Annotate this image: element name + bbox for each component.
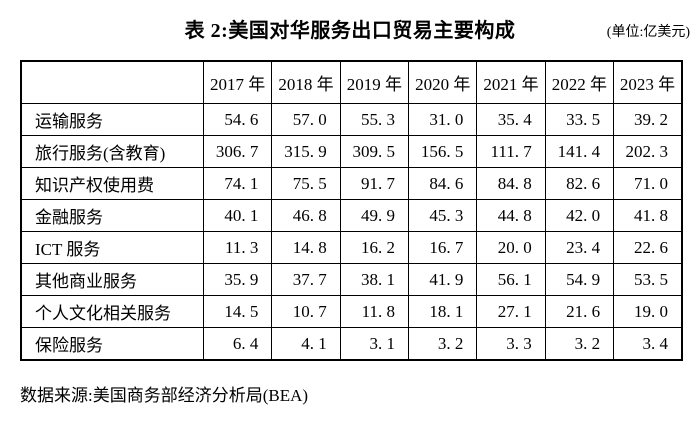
row-label: 旅行服务(含教育) <box>20 135 204 168</box>
value-cell: 16. 2 <box>339 231 410 264</box>
value-cell: 49. 9 <box>339 199 410 232</box>
value-cell: 84. 8 <box>476 167 546 200</box>
table-row: 运输服务 54. 6 57. 0 55. 3 31. 0 35. 4 33. 5 39. 2 <box>20 103 683 136</box>
value-cell: 91. 7 <box>339 167 410 200</box>
value-cell: 44. 8 <box>476 199 546 232</box>
value-cell: 22. 6 <box>613 231 683 264</box>
row-label: 知识产权使用费 <box>20 167 204 200</box>
value-cell: 75. 5 <box>271 167 341 200</box>
value-cell: 3. 1 <box>339 327 410 361</box>
value-cell: 3. 2 <box>408 327 478 361</box>
value-cell: 35. 9 <box>202 263 273 296</box>
value-cell: 11. 3 <box>202 231 273 264</box>
figure-title: 表 2:美国对华服务出口贸易主要构成 <box>184 20 516 42</box>
table-row: 其他商业服务 35. 9 37. 7 38. 1 41. 9 56. 1 54. 9 53. … <box>20 263 683 296</box>
value-cell: 39. 2 <box>613 103 683 136</box>
year-column-header: 2017 年 <box>202 60 273 104</box>
value-cell: 3. 2 <box>544 327 615 361</box>
row-label: 其他商业服务 <box>20 263 204 296</box>
table-row: ICT 服务 11. 3 14. 8 16. 2 16. 7 20. 0 23. 4 22. … <box>20 231 683 264</box>
year-column-header: 2023 年 <box>613 60 683 104</box>
year-column-header: 2020 年 <box>408 60 478 104</box>
value-cell: 6. 4 <box>202 327 273 361</box>
value-cell: 38. 1 <box>339 263 410 296</box>
value-cell: 74. 1 <box>202 167 273 200</box>
year-column-header: 2022 年 <box>544 60 615 104</box>
year-column-header: 2019 年 <box>339 60 410 104</box>
table-header: 2017 年 2018 年 2019 年 2020 年 2021 年 2022 年 2023… <box>20 60 683 104</box>
value-cell: 41. 8 <box>613 199 683 232</box>
value-cell: 53. 5 <box>613 263 683 296</box>
value-cell: 40. 1 <box>202 199 273 232</box>
row-label: ICT 服务 <box>20 231 204 264</box>
value-cell: 315. 9 <box>271 135 341 168</box>
year-column-header: 2018 年 <box>271 60 341 104</box>
value-cell: 309. 5 <box>339 135 410 168</box>
value-cell: 14. 5 <box>202 295 273 328</box>
row-label: 个人文化相关服务 <box>20 295 204 328</box>
value-cell: 10. 7 <box>271 295 341 328</box>
services-export-table: 2017 年 2018 年 2019 年 2020 年 2021 年 2022 年 2023… <box>20 60 683 361</box>
table-row: 保险服务 6. 4 4. 1 3. 1 3. 2 3. 3 3. 2 3. 4 <box>20 327 683 361</box>
row-label: 金融服务 <box>20 199 204 232</box>
value-cell: 71. 0 <box>613 167 683 200</box>
value-cell: 84. 6 <box>408 167 478 200</box>
value-cell: 4. 1 <box>271 327 341 361</box>
value-cell: 57. 0 <box>271 103 341 136</box>
value-cell: 56. 1 <box>476 263 546 296</box>
value-cell: 82. 6 <box>544 167 615 200</box>
value-cell: 202. 3 <box>613 135 683 168</box>
value-cell: 37. 7 <box>271 263 341 296</box>
value-cell: 27. 1 <box>476 295 546 328</box>
value-cell: 3. 3 <box>476 327 546 361</box>
table-row: 金融服务 40. 1 46. 8 49. 9 45. 3 44. 8 42. 0 41. 8 <box>20 199 683 232</box>
value-cell: 42. 0 <box>544 199 615 232</box>
header-row: 2017 年 2018 年 2019 年 2020 年 2021 年 2022 年 2023… <box>20 60 683 104</box>
value-cell: 54. 6 <box>202 103 273 136</box>
value-cell: 31. 0 <box>408 103 478 136</box>
value-cell: 11. 8 <box>339 295 410 328</box>
row-label: 运输服务 <box>20 103 204 136</box>
value-cell: 21. 6 <box>544 295 615 328</box>
data-source: 数据来源:美国商务部经济分析局(BEA) <box>20 386 309 405</box>
value-cell: 45. 3 <box>408 199 478 232</box>
table-row: 知识产权使用费 74. 1 75. 5 91. 7 84. 6 84. 8 82. 6 71.… <box>20 167 683 200</box>
corner-cell <box>20 60 204 104</box>
value-cell: 41. 9 <box>408 263 478 296</box>
year-column-header: 2021 年 <box>476 60 546 104</box>
value-cell: 20. 0 <box>476 231 546 264</box>
value-cell: 306. 7 <box>202 135 273 168</box>
row-label: 保险服务 <box>20 327 204 361</box>
value-cell: 156. 5 <box>408 135 478 168</box>
value-cell: 18. 1 <box>408 295 478 328</box>
value-cell: 54. 9 <box>544 263 615 296</box>
value-cell: 19. 0 <box>613 295 683 328</box>
value-cell: 141. 4 <box>544 135 615 168</box>
value-cell: 35. 4 <box>476 103 546 136</box>
value-cell: 55. 3 <box>339 103 410 136</box>
value-cell: 33. 5 <box>544 103 615 136</box>
unit-label: (单位:亿美元) <box>606 25 690 40</box>
value-cell: 46. 8 <box>271 199 341 232</box>
value-cell: 16. 7 <box>408 231 478 264</box>
value-cell: 111. 7 <box>476 135 546 168</box>
value-cell: 3. 4 <box>613 327 683 361</box>
table-row: 个人文化相关服务 14. 5 10. 7 11. 8 18. 1 27. 1 21. 6 19… <box>20 295 683 328</box>
value-cell: 23. 4 <box>544 231 615 264</box>
value-cell: 14. 8 <box>271 231 341 264</box>
